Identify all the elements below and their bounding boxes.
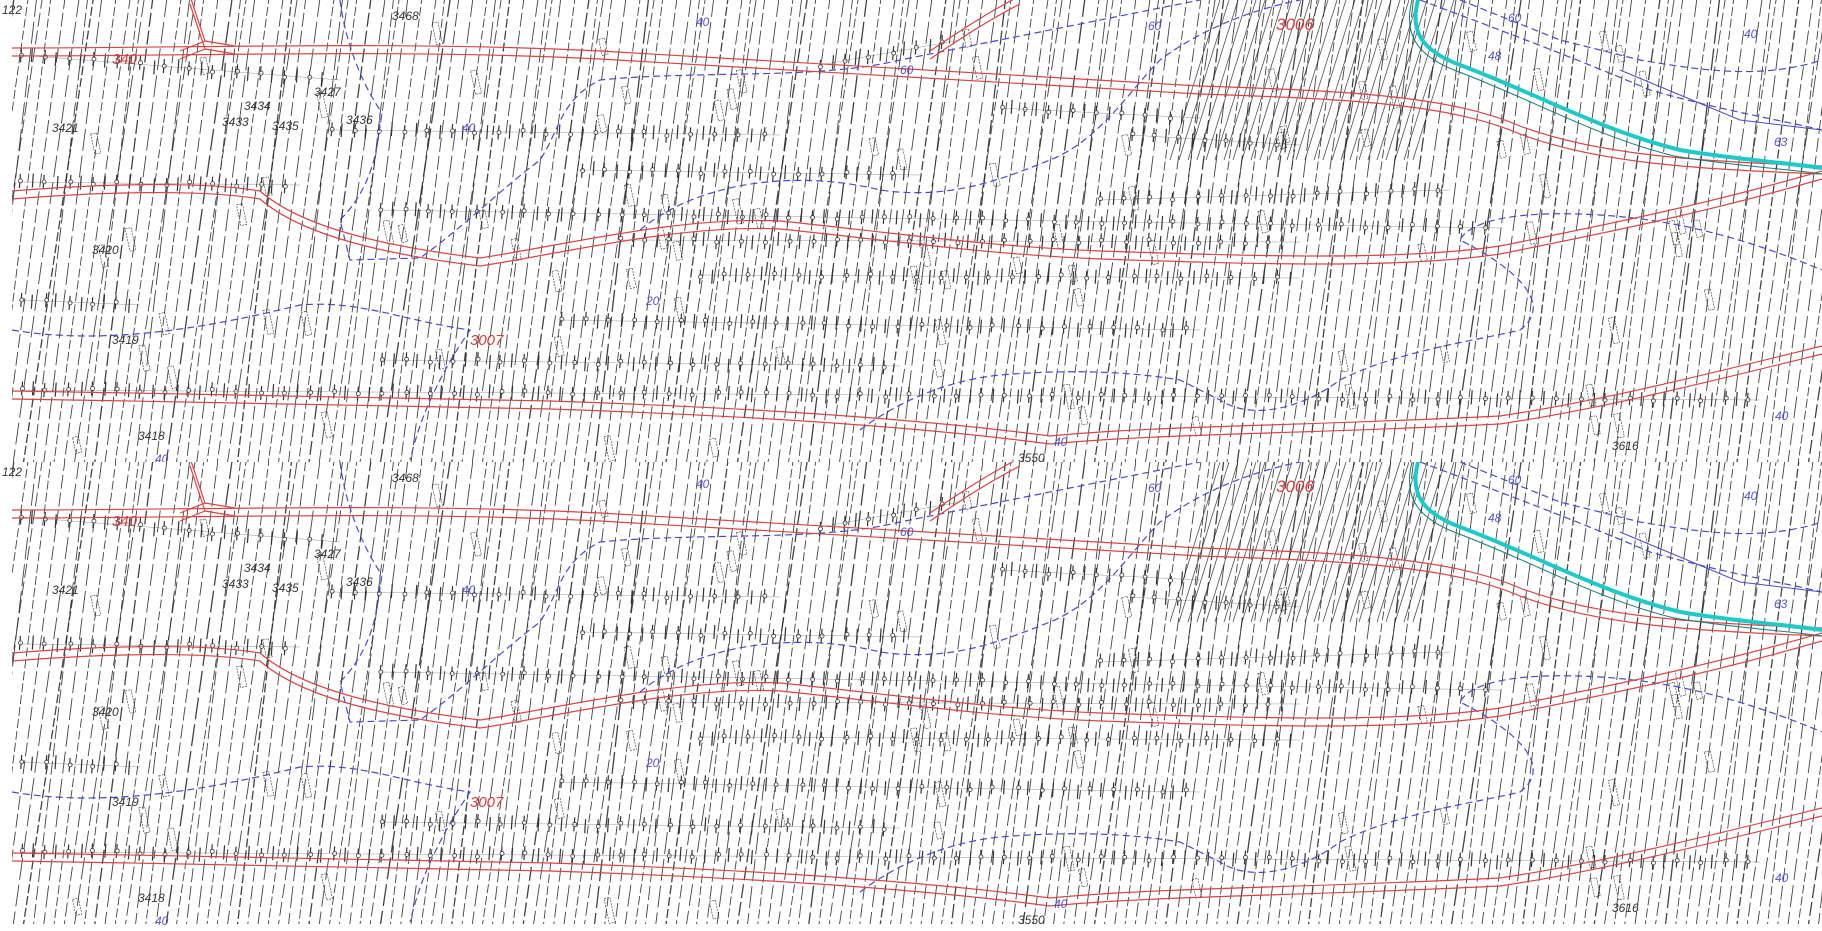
label-p3550: 3550 [1018,451,1045,465]
label-corner: 122 [2,3,22,17]
label-c20: 20 [645,294,660,308]
map-panel-lower: 122 3421 3420 3419 3418 3434 3433 3435 3427 3436 3… [0,462,1822,928]
label-p3433: 3433 [222,577,249,591]
label-p3434: 3434 [244,561,271,575]
label-p3434: 3434 [244,99,271,113]
label-r3006: 3006 [1276,15,1314,34]
map-labels: 122 3421 3420 3419 3418 3434 3433 3435 3427 3436 3… [2,3,1789,466]
label-r340: 340 [112,51,138,68]
label-p3436: 3436 [346,113,373,127]
label-p3468: 3468 [392,471,419,485]
label-c40e: 40 [1775,409,1789,423]
label-c60b: 60 [1148,19,1162,33]
label-c40f: 40 [1054,897,1068,911]
label-c40a: 40 [155,914,169,928]
lot-number-glyphs [72,21,1715,462]
label-c60c: 60 [1508,11,1522,25]
label-c20: 20 [645,756,660,770]
label-c40e: 40 [1775,871,1789,885]
label-p3427: 3427 [314,547,342,561]
label-p3435: 3435 [272,119,299,133]
road-lines [12,0,1822,445]
label-p3427: 3427 [314,85,342,99]
label-c40c: 40 [696,15,710,29]
label-c48: 48 [1488,511,1502,525]
label-c40b: 40 [462,121,476,135]
label-c48: 48 [1488,49,1502,63]
label-p3421: 3421 [52,121,79,135]
label-r340: 340 [112,513,138,530]
map-panel-upper: 122 3421 3420 3419 3418 3434 3433 3435 3427 3436 3… [0,0,1822,466]
label-p3436: 3436 [346,575,373,589]
label-c60a: 60 [900,525,914,539]
label-c40b: 40 [462,583,476,597]
label-c40f: 40 [1054,435,1068,449]
label-p3418: 3418 [138,891,165,905]
label-c60c: 60 [1508,473,1522,487]
label-p3420: 3420 [92,705,119,719]
label-p3418: 3418 [138,429,165,443]
contour-lines [12,0,1822,461]
map-labels: 122 3421 3420 3419 3418 3434 3433 3435 3427 3436 3… [2,465,1789,928]
contour-lines [12,462,1822,923]
label-c40d: 40 [1744,489,1758,503]
lot-number-glyphs [72,483,1715,924]
label-p3550: 3550 [1018,913,1045,927]
label-p3419: 3419 [112,795,139,809]
label-c60a: 60 [900,63,914,77]
label-p3419: 3419 [112,333,139,347]
label-p3435: 3435 [272,581,299,595]
river-line [1408,462,1822,637]
label-r3006: 3006 [1276,477,1314,496]
label-corner: 122 [2,465,22,479]
label-p3616: 3616 [1612,901,1639,915]
label-c63: 63 [1774,135,1788,149]
label-p3421: 3421 [52,583,79,597]
label-c40d: 40 [1744,27,1758,41]
label-c60b: 60 [1148,481,1162,495]
label-c40c: 40 [696,477,710,491]
label-p3420: 3420 [92,243,119,257]
road-lines [12,462,1822,907]
label-p3616: 3616 [1612,439,1639,453]
river-line [1408,0,1822,175]
label-p3433: 3433 [222,115,249,129]
label-c63: 63 [1774,597,1788,611]
label-p3468: 3468 [392,9,419,23]
lot-boundary-markers [18,496,1761,870]
label-r3007: 3007 [470,794,504,811]
label-r3007: 3007 [470,332,504,349]
